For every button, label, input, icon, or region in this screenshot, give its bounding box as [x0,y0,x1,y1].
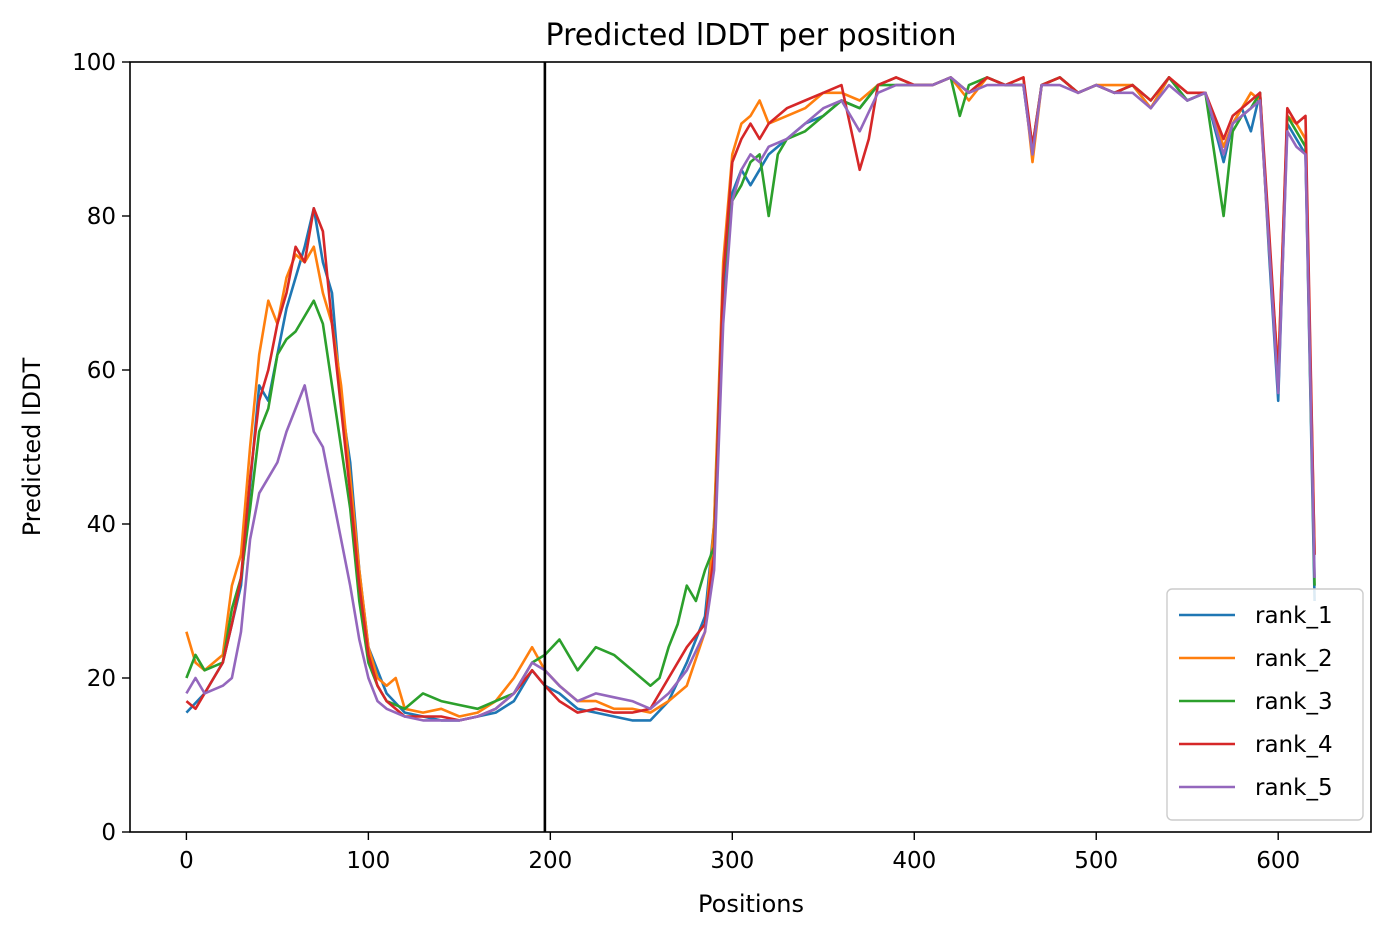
legend-label-rank_2: rank_2 [1255,646,1333,672]
legend-label-rank_3: rank_3 [1255,689,1333,715]
x-axis: 0 100 200 300 400 500 600 [179,832,1300,874]
axes-frame [129,61,1372,833]
y-tick-label: 80 [87,204,116,230]
plot-area [129,61,1372,833]
x-tick-label: 100 [346,848,390,874]
y-tick-label: 100 [72,50,116,76]
legend-label-rank_4: rank_4 [1255,732,1333,758]
y-tick-label: 60 [87,358,116,384]
x-tick-label: 500 [1074,848,1118,874]
legend-label-rank_5: rank_5 [1255,775,1333,801]
y-axis-label: Predicted lDDT [18,357,46,536]
x-axis-label: Positions [698,890,804,918]
legend-label-rank_1: rank_1 [1255,603,1333,629]
x-tick-label: 400 [892,848,936,874]
y-tick-label: 40 [87,512,116,538]
series-layer [185,76,1316,722]
series-line-rank_5 [185,76,1316,722]
y-axis: 0 20 40 60 80 100 [72,50,130,846]
series-line-rank_4 [185,76,1316,722]
x-tick-label: 200 [528,848,572,874]
y-tick-label: 20 [87,666,116,692]
legend-box [1166,588,1364,821]
chart-title: Predicted lDDT per position [546,18,957,53]
legend: rank_1 rank_2 rank_3 rank_4 rank_5 [1166,588,1364,821]
y-tick-label: 0 [101,820,116,846]
x-tick-label: 0 [179,848,194,874]
x-tick-label: 300 [710,848,754,874]
x-tick-label: 600 [1256,848,1300,874]
